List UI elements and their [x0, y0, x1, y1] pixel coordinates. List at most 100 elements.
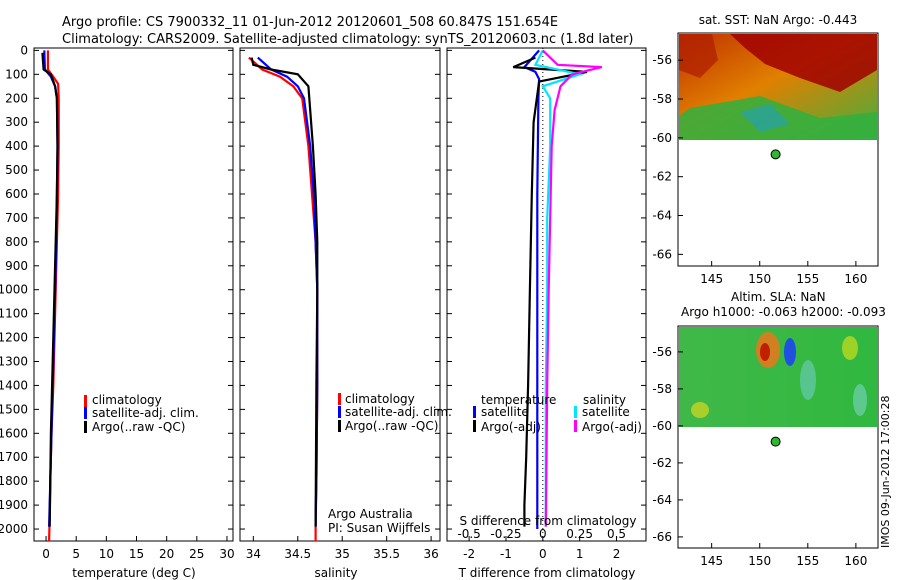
sst-map-image: [679, 34, 877, 140]
sst-cold-spot: [740, 104, 790, 132]
legend-swatch-climatology: [84, 395, 87, 407]
depth-tick-label: 1700: [0, 450, 28, 464]
lon-tick-label: 160: [844, 272, 867, 286]
temperature-legend-argo: Argo(..raw -QC): [92, 420, 185, 434]
profile-line: [250, 57, 319, 527]
x-tick-label: -0.25: [490, 527, 521, 541]
sla-high-core: [760, 343, 770, 361]
depth-tick-label: 1900: [0, 498, 28, 512]
depth-tick-label: 300: [5, 115, 28, 129]
x-tick-label: 0: [42, 547, 50, 561]
temperature-profiles: [41, 50, 60, 542]
lat-tick-label: -56: [652, 53, 672, 67]
depth-tick-label: 1200: [0, 331, 28, 345]
legend-temperature-argo: Argo(-adj): [481, 420, 541, 434]
x-tick-label: 10: [99, 547, 114, 561]
x-tick-label: 20: [159, 547, 174, 561]
timestamp-stamp: IMOS 09-Jun-2012 17:00:28: [879, 395, 892, 548]
salinity-legend: climatology satellite-adj. clim. Argo(..…: [338, 392, 452, 433]
legend-swatch-argo: [338, 420, 341, 432]
s-difference-axis-label: S difference from climatology: [460, 514, 637, 528]
legend-swatch-satellite-clim: [338, 406, 341, 418]
depth-tick-label: 0: [20, 43, 28, 57]
temperature-legend-satellite: satellite-adj. clim.: [92, 406, 199, 420]
sla-yellow-spot: [691, 402, 709, 418]
x-tick-label: 35: [335, 547, 350, 561]
lon-tick-label: 145: [700, 272, 723, 286]
x-tick-label: 25: [189, 547, 204, 561]
sst-map-title: sat. SST: NaN Argo: -0.443: [699, 13, 858, 27]
sla-map-axes: -56 -58 -60 -62 -64 -66 145 150 155 160: [652, 345, 867, 568]
salinity-legend-satellite: satellite-adj. clim.: [345, 405, 452, 419]
x-tick-label: 34: [246, 547, 261, 561]
x-tick-label: 34.5: [284, 547, 311, 561]
salinity-x-axis: 34 34.5 35 35.5 36: [246, 536, 439, 561]
legend-swatch-argo: [84, 421, 87, 433]
t-difference-axis-label: T difference from climatology: [458, 566, 636, 580]
salinity-profiles: [248, 56, 319, 541]
x-tick-label: -0.5: [457, 527, 480, 541]
lat-tick-label: -64: [652, 209, 672, 223]
depth-tick-label: 700: [5, 211, 28, 225]
sla-low-anomaly: [784, 338, 796, 366]
legend-salinity-satellite: satellite: [582, 405, 630, 419]
salinity-note-program: Argo Australia: [328, 507, 413, 521]
depth-tick-label: 200: [5, 91, 28, 105]
depth-tick-label: 1400: [0, 378, 28, 392]
lat-tick-label: -58: [652, 92, 672, 106]
sst-map-axes: -56 -58 -60 -62 -64 -66 145 150 155 160: [652, 53, 867, 286]
depth-tick-label: 1100: [0, 307, 28, 321]
lat-tick-label: -66: [652, 247, 672, 261]
salinity-legend-climatology: climatology: [345, 392, 415, 406]
temperature-panel-frame: [33, 47, 234, 542]
legend-temperature-title: temperature: [481, 393, 556, 407]
lon-tick-label: 145: [700, 554, 723, 568]
lon-tick-label: 150: [748, 554, 771, 568]
figure-title-line2: Climatology: CARS2009. Satellite-adjuste…: [62, 32, 634, 47]
lat-tick-label: -64: [652, 493, 672, 507]
x-tick-label: 2: [613, 547, 621, 561]
sst-warm-patch-west: [679, 34, 718, 78]
profile-line: [522, 49, 541, 529]
x-tick-label: 1: [576, 547, 584, 561]
depth-tick-label: 1500: [0, 402, 28, 416]
legend-temperature-satellite: satellite: [481, 405, 529, 419]
x-tick-label: -1: [500, 547, 512, 561]
salinity-note-pi: PI: Susan Wijffels: [328, 521, 430, 535]
legend-swatch-t-argo: [473, 420, 476, 432]
x-tick-label: 0.5: [607, 527, 626, 541]
temperature-axis-label: temperature (deg C): [72, 566, 195, 580]
lon-tick-label: 155: [796, 272, 819, 286]
salinity-legend-argo: Argo(..raw -QC): [345, 419, 438, 433]
profile-line: [41, 52, 59, 527]
depth-tick-label: 900: [5, 259, 28, 273]
depth-axis: 0 100 200 300 400 500 600 700 800 900 1000 1100 1200…: [0, 43, 646, 536]
x-tick-label: 0.25: [566, 527, 593, 541]
depth-tick-label: 600: [5, 187, 28, 201]
lat-tick-label: -60: [652, 131, 672, 145]
x-tick-label: 5: [72, 547, 80, 561]
difference-panel-frame: [446, 47, 647, 542]
depth-tick-label: 400: [5, 139, 28, 153]
depth-tick-label: 1000: [0, 283, 28, 297]
legend-swatch-s-satellite: [574, 406, 577, 418]
depth-tick-label: 500: [5, 163, 28, 177]
legend-swatch-s-argo: [574, 420, 577, 432]
legend-swatch-t-satellite: [473, 406, 476, 418]
lat-tick-label: -66: [652, 530, 672, 544]
sla-warm-band: [842, 336, 858, 360]
x-tick-label: 0: [539, 547, 547, 561]
x-tick-label: -2: [463, 547, 475, 561]
sla-map-subtitle: Argo h1000: -0.063 h2000: -0.093: [681, 305, 886, 319]
x-tick-label: 15: [129, 547, 144, 561]
depth-tick-label: 100: [5, 67, 28, 81]
x-tick-label: 35.5: [373, 547, 400, 561]
difference-x-axis: -2 -1 0 1 2 -0.5 -0.25 0 0.25 0.5: [457, 527, 626, 561]
depth-tick-label: 800: [5, 235, 28, 249]
legend-swatch-satellite-clim: [84, 407, 87, 419]
temperature-x-axis: 0 5 10 15 20 25 30: [42, 536, 235, 561]
sla-map-image: [679, 327, 877, 427]
x-tick-label: 36: [423, 547, 438, 561]
profile-line: [533, 49, 584, 527]
